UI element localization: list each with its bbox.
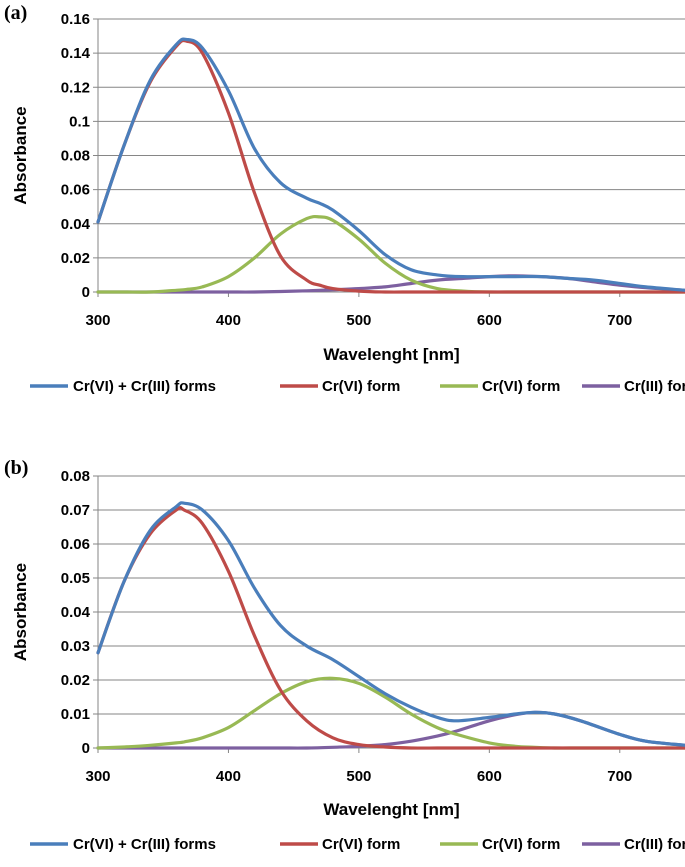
y-tick-label: 0.12 xyxy=(61,79,90,96)
y-tick-label: 0 xyxy=(82,740,90,757)
x-tick-label: 400 xyxy=(216,312,241,329)
y-tick-label: 0.08 xyxy=(61,468,90,485)
y-tick-label: 0.07 xyxy=(61,502,90,519)
y-tick-label: 0 xyxy=(82,284,90,301)
chart-a: 0 0.02 0.04 0.06 0.08 0.1 0.12 0.14 0.16 300 400 50… xyxy=(11,11,685,395)
x-tick-label: 600 xyxy=(477,768,502,785)
x-tick-label: 300 xyxy=(85,768,110,785)
x-axis-title: Wavelenght [nm] xyxy=(323,800,459,819)
series-line-0 xyxy=(96,501,685,747)
chart-panel-a: (a) 0 0.02 0.04 0.06 0.08 0.1 0.12 0.14 0.16 300 4… xyxy=(0,0,685,428)
y-tick-label: 0.01 xyxy=(61,706,90,723)
y-tick-label: 0.16 xyxy=(61,11,90,28)
y-axis-title: Absorbance xyxy=(11,563,30,661)
legend-label: Cr(VI) form xyxy=(482,836,560,853)
x-tick-label: 400 xyxy=(216,768,241,785)
x-tick-label: 700 xyxy=(607,312,632,329)
series-line-0 xyxy=(96,37,685,292)
panel-label: (a) xyxy=(4,2,28,24)
x-tick-label: 500 xyxy=(346,768,371,785)
chart-b: 0 0.01 0.02 0.03 0.04 0.05 0.06 0.07 0.08 300 400 5… xyxy=(11,468,685,853)
y-tick-label: 0.1 xyxy=(69,113,90,130)
x-axis-title: Wavelenght [nm] xyxy=(323,345,459,364)
panel-label: (b) xyxy=(4,457,29,479)
legend-label: Cr(VI) form xyxy=(482,378,560,395)
y-tick-label: 0.06 xyxy=(61,536,90,553)
legend-label: Cr(VI) form xyxy=(322,378,400,395)
x-tick-label: 300 xyxy=(85,312,110,329)
y-tick-label: 0.02 xyxy=(61,672,90,689)
y-tick-label: 0.03 xyxy=(61,638,90,655)
chart-panel-b: (b) 0 0.01 0.02 0.03 0.04 0.05 0.06 0.07 0.08 300… xyxy=(0,455,685,862)
series-line-1 xyxy=(96,506,685,750)
series-line-2 xyxy=(96,676,685,750)
y-tick-label: 0.05 xyxy=(61,570,90,587)
y-tick-label: 0.04 xyxy=(61,216,91,233)
y-tick-label: 0.04 xyxy=(61,604,91,621)
y-axis-title: Absorbance xyxy=(11,106,30,204)
x-tick-label: 500 xyxy=(346,312,371,329)
legend-label: Cr(III) form xyxy=(624,836,685,853)
x-tick-label: 700 xyxy=(607,768,632,785)
y-tick-label: 0.14 xyxy=(61,45,91,62)
legend-label: Cr(VI) + Cr(III) forms xyxy=(73,836,216,853)
legend-label: Cr(VI) + Cr(III) forms xyxy=(73,378,216,395)
series-line-1 xyxy=(96,38,685,294)
legend-label: Cr(VI) form xyxy=(322,836,400,853)
y-tick-label: 0.08 xyxy=(61,148,90,165)
y-tick-label: 0.02 xyxy=(61,250,90,267)
legend-label: Cr(III) form xyxy=(624,378,685,395)
y-tick-label: 0.06 xyxy=(61,182,90,199)
x-tick-label: 600 xyxy=(477,312,502,329)
